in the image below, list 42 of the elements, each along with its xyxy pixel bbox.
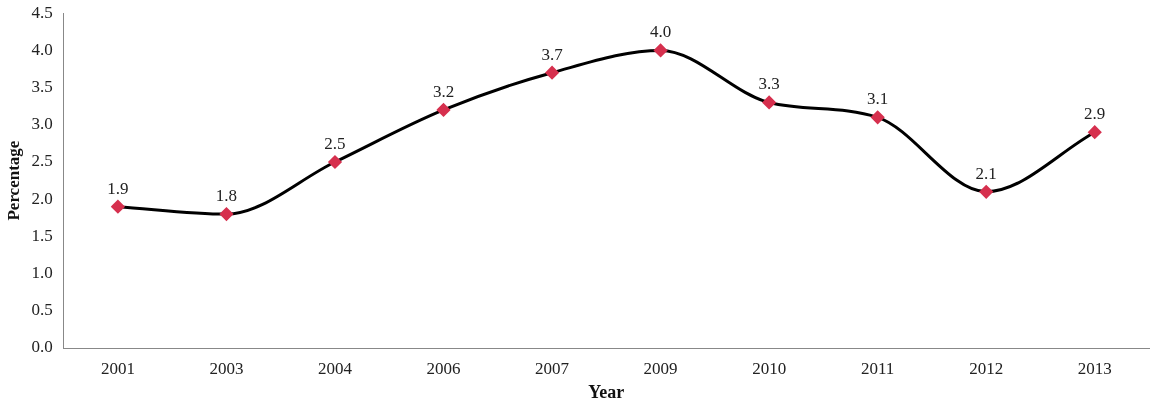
x-tick-label: 2006 [426, 358, 461, 378]
data-label: 2.1 [975, 163, 997, 183]
x-tick-label: 2003 [209, 358, 244, 378]
y-tick-label: 0.5 [31, 300, 53, 320]
y-tick-label: 4.0 [31, 39, 53, 59]
point [545, 66, 559, 80]
point [871, 110, 885, 124]
data-label: 4.0 [649, 22, 672, 42]
point [219, 207, 233, 221]
x-tick-label: 2004 [317, 358, 353, 378]
point [762, 95, 776, 109]
y-tick-label: 1.0 [31, 263, 53, 283]
x-axis-title: Year [588, 381, 625, 402]
y-tick-label: 3.0 [31, 114, 53, 134]
x-tick-label: 2010 [752, 358, 787, 378]
y-tick-label: 1.5 [31, 225, 53, 245]
y-tick-label: 3.5 [31, 77, 53, 97]
x-tick-label: 2013 [1077, 358, 1112, 378]
data-label: 3.1 [867, 89, 889, 109]
point [654, 43, 668, 57]
point [111, 200, 125, 214]
x-tick-label: 2011 [860, 358, 895, 378]
data-label: 3.3 [758, 74, 780, 94]
data-label: 3.2 [432, 81, 455, 101]
point [437, 103, 451, 117]
data-label: 3.7 [541, 44, 564, 64]
point [328, 155, 342, 169]
y-tick-label: 2.5 [31, 151, 53, 171]
y-tick-label: 2.0 [31, 188, 53, 208]
data-label: 1.8 [215, 186, 238, 206]
y-tick-label: 4.5 [31, 2, 53, 22]
data-label: 2.5 [324, 133, 346, 153]
y-tick-label: 0.0 [31, 337, 53, 357]
point [979, 185, 993, 199]
x-tick-label: 2009 [643, 358, 678, 378]
x-tick-label: 2007 [535, 358, 570, 378]
x-tick-label: 2012 [969, 358, 1004, 378]
data-label: 1.9 [107, 178, 129, 198]
point [1088, 125, 1102, 139]
y-axis-title: Percentage [3, 140, 23, 221]
x-tick-label: 2001 [100, 358, 135, 378]
data-label: 2.9 [1084, 104, 1106, 124]
